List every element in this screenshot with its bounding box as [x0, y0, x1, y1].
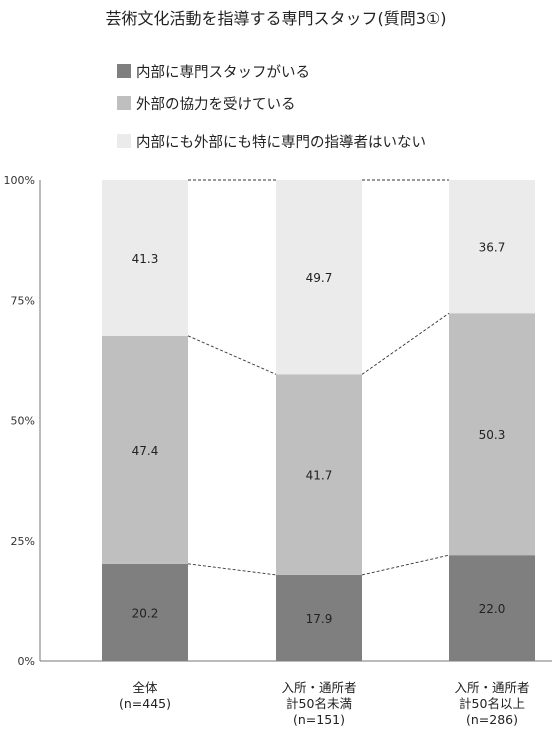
legend-label: 外部の協力を受けている — [136, 96, 296, 113]
legend-swatch — [117, 96, 131, 110]
series-connector-line — [187, 335, 277, 375]
x-category-label: 入所・通所者 — [281, 680, 356, 695]
legend-label: 内部に専門スタッフがいる — [136, 64, 310, 81]
bar-segment — [449, 313, 535, 556]
chart-title: 芸術文化活動を指導する専門スタッフ(質問3①) — [105, 9, 446, 28]
bar-segment — [449, 180, 535, 314]
bar-segment — [276, 374, 362, 575]
x-category-label: (n=286) — [466, 712, 518, 727]
bar-segment — [449, 555, 535, 661]
x-category-label: 計50名以上 — [459, 696, 525, 711]
x-category-label: 入所・通所者 — [454, 680, 529, 695]
legend-label: 内部にも外部にも特に専門の指導者はいない — [136, 134, 426, 151]
series-connector-line — [361, 554, 450, 576]
bar-segment — [102, 180, 188, 336]
data-label: 17.9 — [306, 612, 333, 626]
y-tick-label: 100% — [4, 174, 35, 187]
series-connector-line — [187, 563, 277, 576]
legend-swatch — [117, 64, 131, 78]
y-tick-label: 75% — [11, 294, 35, 307]
data-label: 41.3 — [132, 252, 159, 266]
bar-segment — [102, 563, 188, 661]
data-label: 47.4 — [132, 444, 159, 458]
x-category-label: 計50名未満 — [286, 696, 352, 711]
data-label: 20.2 — [132, 606, 159, 620]
data-label: 50.3 — [479, 428, 506, 442]
x-category-label: (n=151) — [293, 712, 345, 727]
legend-swatch — [117, 134, 131, 148]
x-category-label: 全体 — [132, 680, 158, 695]
data-label: 49.7 — [306, 271, 333, 285]
bar-segment — [276, 180, 362, 375]
data-label: 41.7 — [306, 469, 333, 483]
series-connector-line — [361, 312, 450, 375]
y-tick-label: 0% — [18, 655, 35, 668]
bar-segment — [102, 335, 188, 564]
y-tick-label: 25% — [11, 535, 35, 548]
bar-segment — [276, 574, 362, 661]
x-category-label: (n=445) — [119, 696, 171, 711]
data-label: 36.7 — [479, 241, 506, 255]
data-label: 22.0 — [479, 602, 506, 616]
y-tick-label: 50% — [11, 415, 35, 428]
